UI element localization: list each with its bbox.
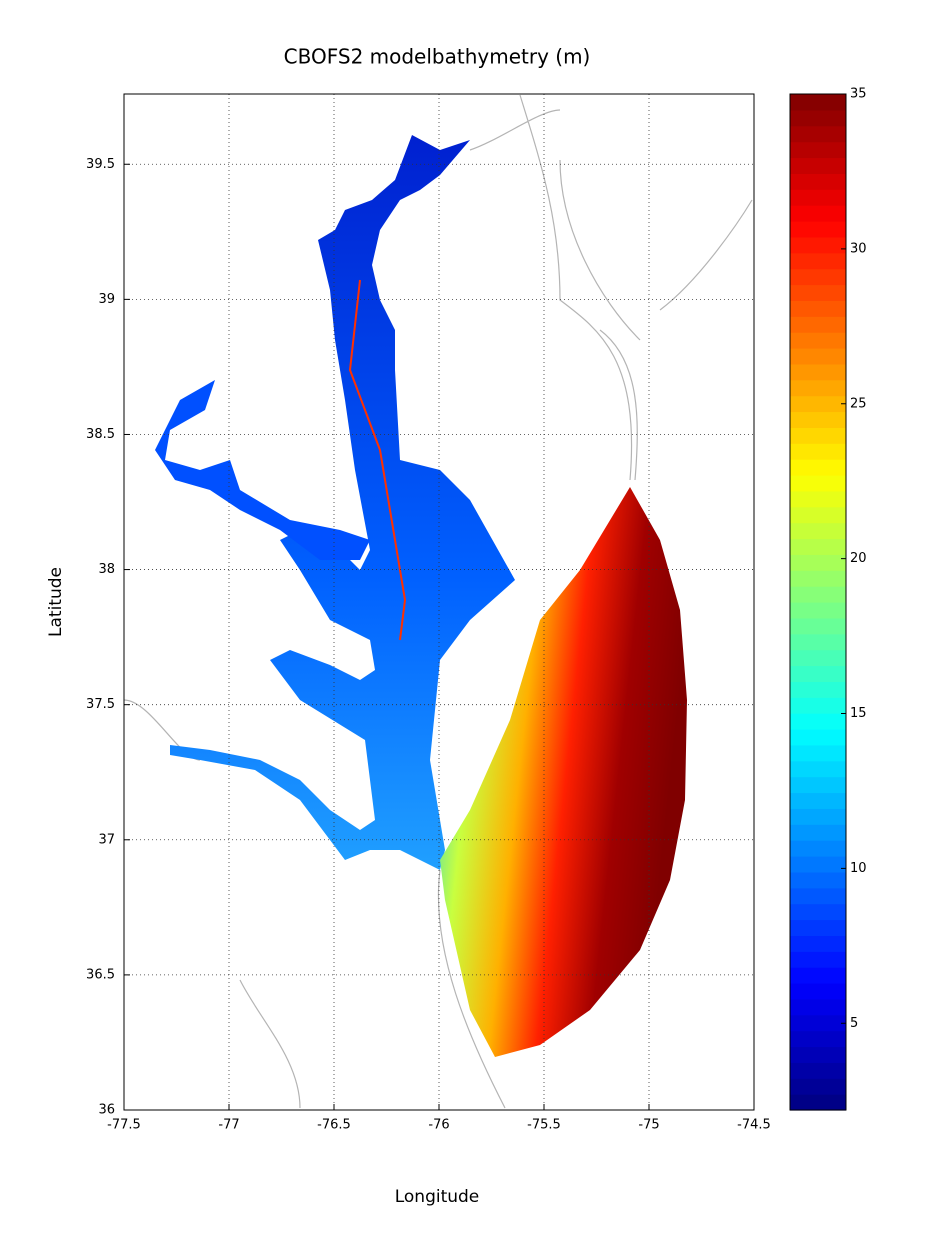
x-tick-label: -77: [218, 1118, 239, 1133]
colorbar-band: [790, 1078, 846, 1095]
colorbar-band: [790, 94, 846, 111]
x-axis-label: Longitude: [395, 1187, 480, 1207]
colorbar-band: [790, 586, 846, 603]
bay-water: [170, 135, 515, 870]
colorbar-band: [790, 1062, 846, 1079]
colorbar-band: [790, 221, 846, 238]
colorbar-band: [790, 363, 846, 381]
colorbar-band: [790, 443, 846, 460]
colorbar-band: [790, 348, 846, 365]
colorbar-band: [790, 951, 846, 968]
x-tick-label: -75: [638, 1118, 659, 1133]
colorbar-band: [790, 459, 846, 476]
colorbar-band: [790, 125, 846, 143]
y-tick-label: 38: [98, 562, 115, 577]
colorbar-band: [790, 602, 846, 619]
colorbar-band: [790, 268, 846, 286]
colorbar-frame: [789, 93, 847, 1111]
colorbar-band: [790, 411, 846, 428]
colorbar-band: [790, 1046, 846, 1063]
colorbar-band: [790, 617, 846, 635]
colorbar-band: [790, 935, 846, 952]
chart-title: CBOFS2 modelbathymetry (m): [284, 45, 591, 69]
x-tick-label: -77.5: [107, 1118, 141, 1133]
y-tick-label: 37: [98, 832, 115, 847]
colorbar-band: [790, 729, 846, 746]
colorbar-band: [790, 760, 846, 778]
colorbar-band: [790, 236, 846, 254]
colorbar-band: [790, 109, 846, 127]
colorbar-band: [790, 332, 846, 349]
colorbar-band: [790, 633, 846, 651]
colorbar-tick-label: 30: [850, 241, 867, 256]
colorbar-band: [790, 998, 846, 1016]
colorbar-band: [790, 173, 846, 190]
colorbar-band: [790, 1030, 846, 1048]
colorbar-band: [790, 744, 846, 762]
colorbar-band: [790, 1094, 846, 1111]
colorbar-band: [790, 681, 846, 698]
colorbar-band: [790, 697, 846, 714]
colorbar-band: [790, 475, 846, 492]
colorbar-band: [790, 395, 846, 413]
colorbar-band: [790, 840, 846, 857]
coastline: [123, 94, 753, 1109]
colorbar-band: [790, 887, 846, 905]
potomac-river: [155, 380, 370, 560]
colorbar-band: [790, 649, 846, 667]
colorbar-band: [790, 284, 846, 301]
colorbar-band: [790, 967, 846, 984]
colorbar-tick-label: 35: [850, 87, 867, 102]
colorbar-band: [790, 506, 846, 524]
colorbar-band: [790, 189, 846, 206]
colorbar-tick-label: 25: [850, 396, 867, 411]
y-tick-label: 36.5: [86, 967, 115, 982]
colorbar-band: [790, 1014, 846, 1032]
colorbar-band: [790, 538, 846, 555]
colorbar-band: [790, 554, 846, 571]
bathymetry-map: [123, 94, 753, 1109]
y-tick-label: 37.5: [86, 697, 115, 712]
colorbar-tick-label: 5: [850, 1016, 858, 1031]
y-tick-label: 39: [98, 292, 115, 307]
x-tick-label: -76: [428, 1118, 449, 1133]
colorbar-band: [790, 300, 846, 317]
colorbar-tick-label: 10: [850, 861, 867, 876]
colorbar-band: [790, 983, 846, 1000]
colorbar-band: [790, 157, 846, 174]
colorbar-band: [790, 824, 846, 841]
colorbar-band: [790, 522, 846, 540]
y-axis-label: Latitude: [46, 567, 66, 637]
colorbar-band: [790, 776, 846, 794]
colorbar-band: [790, 792, 846, 809]
y-tick-label: 38.5: [86, 427, 115, 442]
colorbar-tick-label: 20: [850, 551, 867, 566]
colorbar-band: [790, 808, 846, 825]
colorbar-band: [790, 490, 846, 508]
colorbar-band: [790, 665, 846, 682]
colorbar-band: [790, 316, 846, 333]
y-tick-label: 36: [98, 1103, 115, 1118]
colorbar-band: [790, 713, 846, 730]
colorbar-band: [790, 427, 846, 444]
colorbar-band: [790, 570, 846, 587]
channel: [348, 279, 407, 641]
colorbar-band: [790, 379, 846, 397]
colorbar-band: [790, 856, 846, 873]
colorbar-band: [790, 205, 846, 222]
colorbar-band: [790, 871, 846, 889]
colorbar-band: [790, 919, 846, 936]
colorbar-tick-label: 15: [850, 706, 867, 721]
x-tick-label: -76.5: [317, 1118, 351, 1133]
colorbar-band: [790, 141, 846, 159]
shelf-water: [440, 487, 687, 1057]
x-tick-label: -75.5: [527, 1118, 561, 1133]
y-tick-label: 39.5: [86, 157, 115, 172]
x-tick-label: -74.5: [737, 1118, 771, 1133]
colorbar-band: [790, 903, 846, 921]
colorbar-band: [790, 252, 846, 270]
